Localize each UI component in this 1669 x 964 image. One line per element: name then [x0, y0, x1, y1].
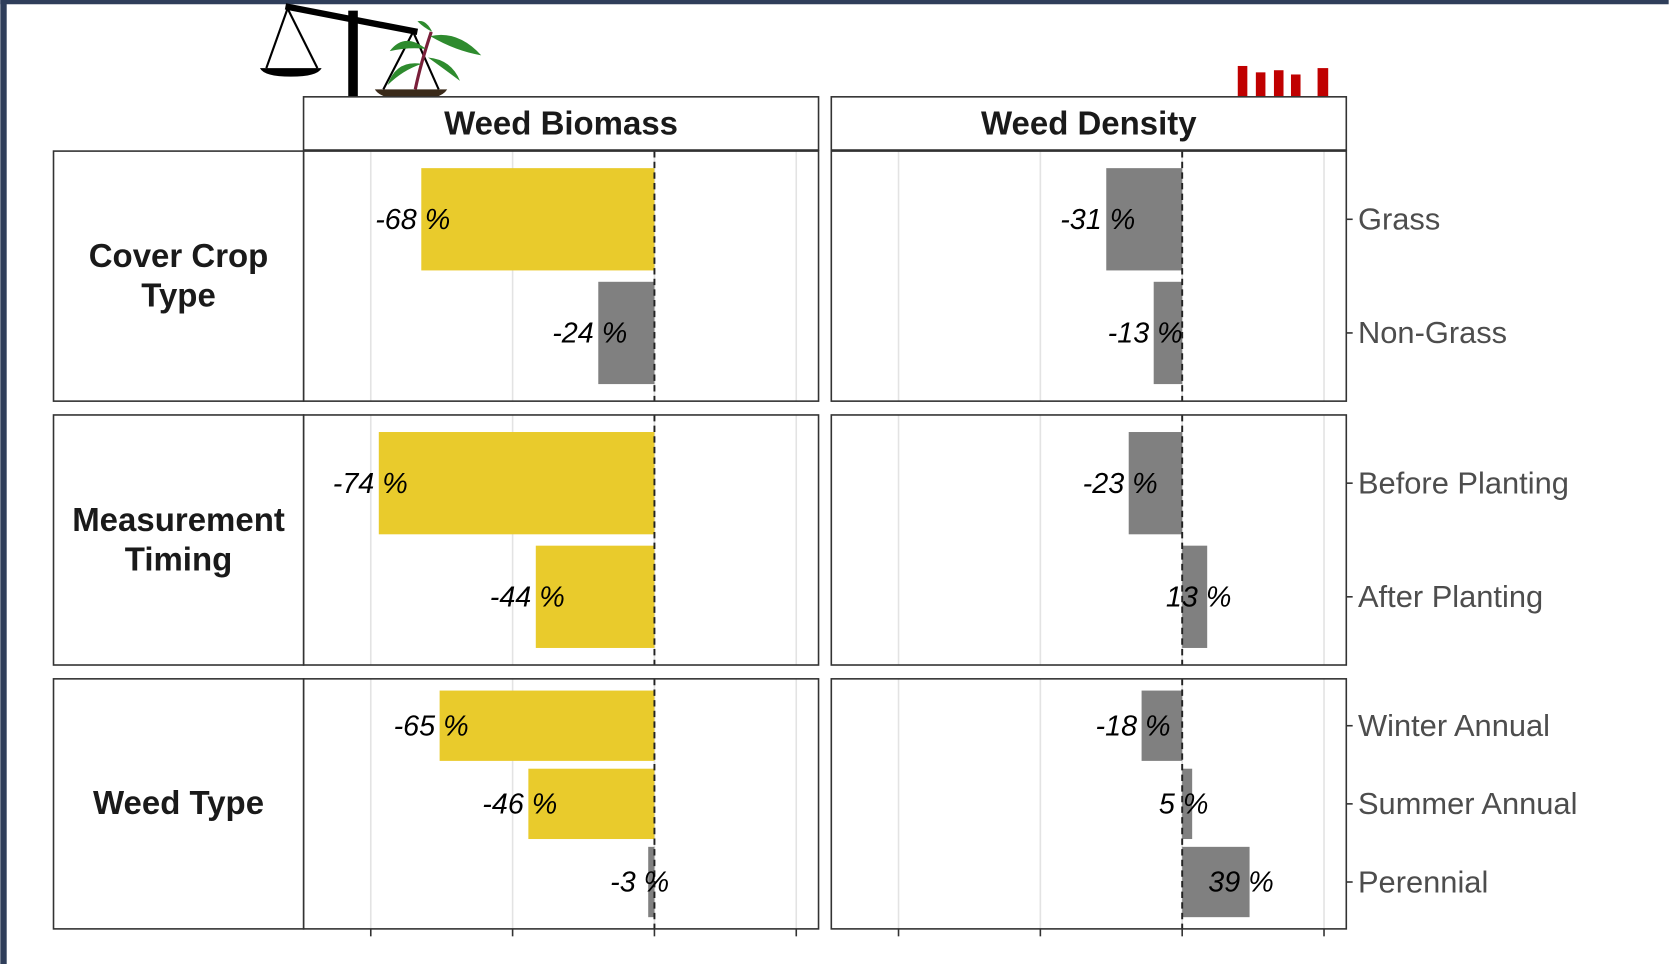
category-label: Winter Annual — [1358, 708, 1550, 743]
bar — [1106, 168, 1183, 271]
group-strip — [52, 414, 305, 666]
bar — [598, 281, 655, 385]
value-label: -74 % — [333, 468, 408, 500]
value-label: -13 % — [1108, 318, 1183, 350]
category-label: Perennial — [1358, 864, 1488, 899]
panel-border — [830, 150, 1348, 402]
value-label: -31 % — [1060, 204, 1135, 236]
value-label: -46 % — [482, 789, 557, 821]
frame-top — [0, 0, 1669, 5]
bar — [1141, 690, 1183, 761]
value-label: -24 % — [552, 318, 627, 350]
panel-title: Weed Biomass — [444, 104, 678, 141]
group-label-box: Weed Type — [92, 784, 265, 822]
category-label: Grass — [1358, 202, 1440, 237]
category-label: Before Planting — [1358, 465, 1569, 500]
value-label: 5 % — [1159, 789, 1208, 821]
panel-background — [831, 678, 1347, 929]
plant-icon — [387, 20, 482, 90]
value-label: -3 % — [610, 867, 669, 899]
bar — [439, 690, 655, 761]
bar — [648, 846, 655, 918]
strip — [830, 96, 1348, 151]
panel-background — [831, 414, 1347, 666]
bar — [1153, 281, 1183, 385]
group-label: Cover Crop Type — [88, 237, 269, 314]
value-label: 13 % — [1166, 582, 1231, 614]
bar — [1182, 768, 1193, 840]
panel-background — [831, 151, 1347, 402]
group-label-box: Cover Crop Type — [88, 237, 269, 314]
group-strip — [52, 150, 305, 402]
group-label: Weed Type — [92, 784, 265, 822]
bar — [421, 168, 655, 271]
group-label: Measurement Timing — [72, 501, 285, 578]
panel-title: Weed Density — [981, 104, 1197, 141]
bar — [535, 545, 655, 648]
value-label: -18 % — [1096, 710, 1171, 742]
group-strip — [52, 678, 305, 930]
bar — [378, 432, 655, 535]
value-label: -44 % — [490, 582, 565, 614]
category-label: Summer Annual — [1358, 786, 1577, 821]
strip — [302, 96, 820, 151]
value-label: -65 % — [394, 710, 469, 742]
bar — [1182, 545, 1208, 648]
panel-border — [830, 678, 1348, 930]
value-label: -23 % — [1083, 468, 1158, 500]
group-label-box: Measurement Timing — [72, 501, 285, 578]
bar — [1182, 846, 1250, 918]
bar — [528, 768, 655, 840]
category-label: After Planting — [1358, 579, 1543, 614]
value-label: -68 % — [375, 204, 450, 236]
value-label: 39 % — [1208, 867, 1273, 899]
panel-border — [830, 414, 1348, 666]
category-label: Non-Grass — [1358, 315, 1507, 350]
bar — [1128, 432, 1183, 535]
frame-left — [0, 0, 7, 964]
